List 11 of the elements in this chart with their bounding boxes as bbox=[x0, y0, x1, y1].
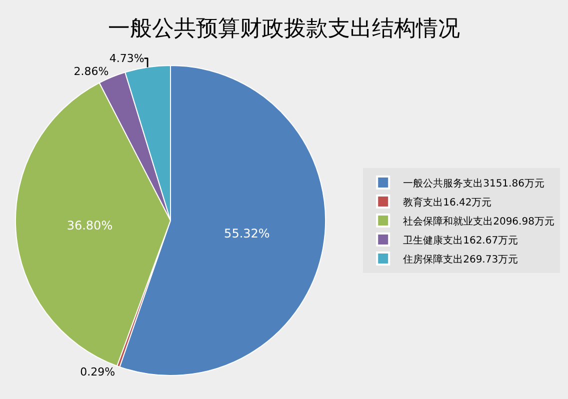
data-label: 2.86% bbox=[74, 64, 109, 78]
legend-label: 卫生健康支出162.67万元 bbox=[403, 234, 518, 246]
data-label: 4.73% bbox=[109, 52, 144, 65]
data-label: 36.80% bbox=[66, 218, 113, 233]
legend-label: 住房保障支出269.73万元 bbox=[403, 253, 518, 266]
data-label: 55.32% bbox=[224, 226, 270, 240]
legend-label: 教育支出16.42万元 bbox=[403, 196, 492, 208]
data-label: 0.29% bbox=[80, 366, 116, 379]
legend-label: 一般公共服务支出3151.86万元 bbox=[403, 177, 544, 190]
chart-title: 一般公共预算财政拨款支出结构情况 bbox=[108, 16, 460, 42]
legend-label: 社会保障和就业支出2096.98万元 bbox=[403, 215, 554, 228]
